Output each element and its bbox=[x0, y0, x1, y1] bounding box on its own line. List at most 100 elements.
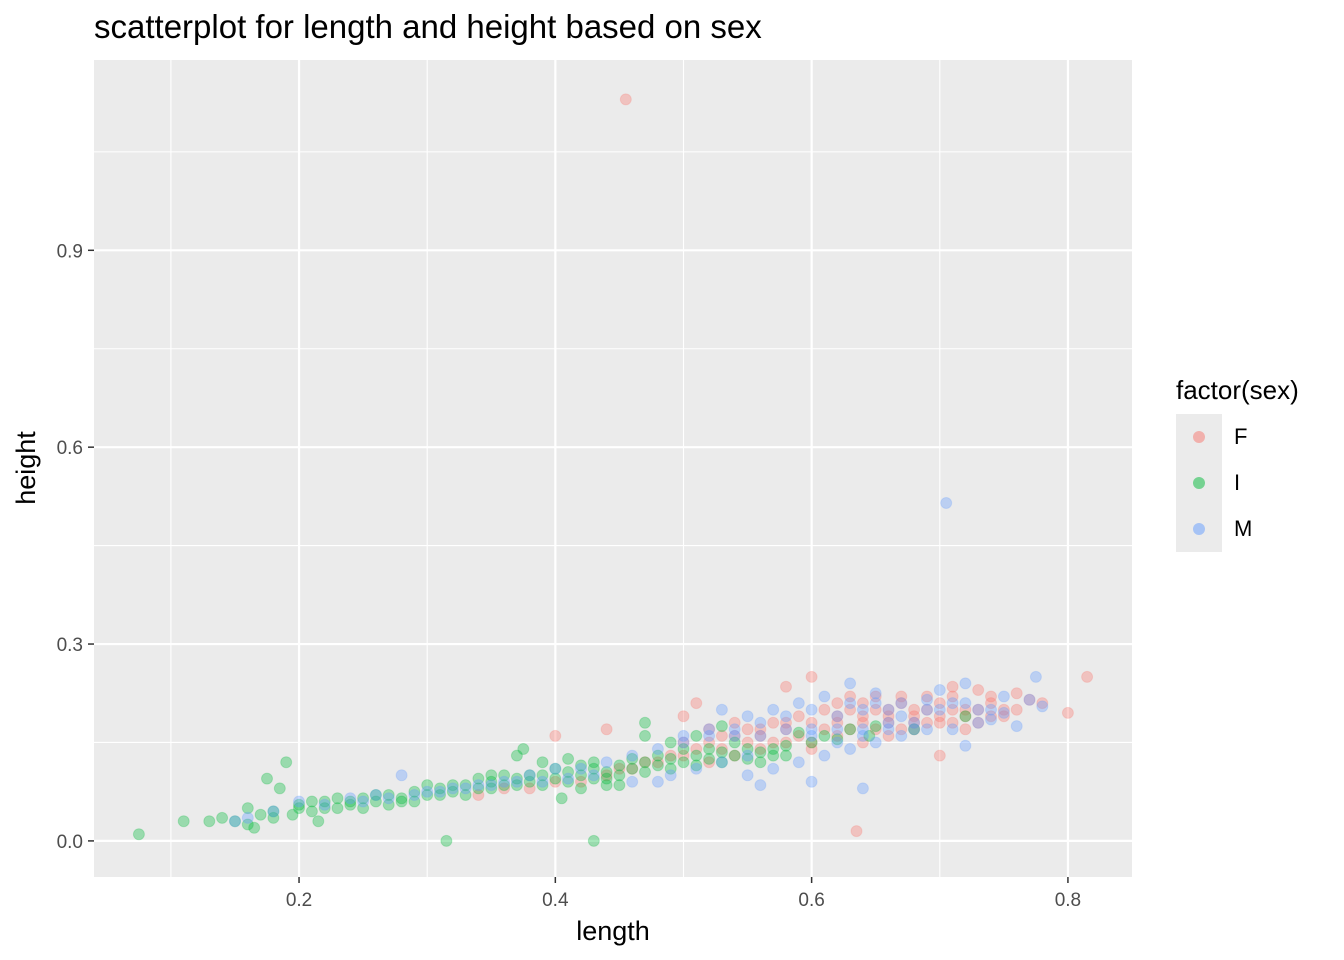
data-point-f bbox=[959, 710, 972, 723]
data-point-f bbox=[844, 703, 857, 716]
data-point-i bbox=[216, 811, 229, 824]
data-point-i bbox=[575, 769, 587, 782]
data-point-m bbox=[805, 723, 818, 736]
data-point-f bbox=[831, 729, 844, 742]
data-point-f bbox=[613, 762, 626, 775]
data-point-i bbox=[651, 759, 664, 772]
data-point-f bbox=[908, 723, 921, 736]
data-point-i bbox=[459, 789, 472, 801]
data-point-m bbox=[395, 769, 408, 782]
data-point-f bbox=[985, 690, 997, 703]
data-point-m bbox=[792, 697, 805, 710]
data-point-i bbox=[562, 766, 575, 778]
data-point-i bbox=[305, 795, 318, 808]
data-point-m bbox=[600, 756, 613, 769]
data-point-m bbox=[972, 703, 985, 716]
data-point-f bbox=[895, 690, 908, 703]
data-point-i bbox=[959, 710, 972, 723]
data-point-i bbox=[421, 779, 434, 792]
data-point-f bbox=[805, 743, 818, 755]
data-point-m bbox=[882, 716, 895, 729]
data-point-i bbox=[549, 762, 562, 775]
data-point-m bbox=[408, 789, 421, 801]
plot-panel bbox=[94, 60, 1132, 877]
data-point-f bbox=[715, 729, 728, 742]
data-point-i bbox=[395, 795, 408, 808]
points-layer bbox=[132, 93, 1094, 847]
data-point-i bbox=[805, 736, 818, 749]
data-point-m bbox=[741, 769, 754, 782]
data-point-m bbox=[972, 716, 985, 729]
data-point-m bbox=[510, 775, 523, 788]
legend-key-m bbox=[1176, 506, 1222, 552]
data-point-m bbox=[1023, 693, 1036, 706]
data-point-m bbox=[805, 775, 818, 788]
data-point-m bbox=[985, 703, 997, 716]
legend-entry-f: F bbox=[1176, 414, 1299, 460]
data-point-f bbox=[831, 710, 844, 723]
data-point-f bbox=[767, 736, 780, 749]
data-point-m bbox=[844, 677, 857, 690]
data-point-m bbox=[446, 782, 459, 795]
data-point-i bbox=[677, 756, 690, 769]
data-point-i bbox=[369, 795, 382, 808]
data-point-f bbox=[677, 736, 690, 749]
data-point-f bbox=[780, 736, 792, 749]
data-point-i bbox=[562, 752, 575, 765]
y-tick-label: 0.3 bbox=[57, 635, 83, 656]
data-point-m bbox=[908, 716, 921, 729]
data-point-i bbox=[613, 759, 626, 772]
data-point-i bbox=[600, 766, 613, 778]
data-point-i bbox=[510, 749, 523, 762]
data-point-i bbox=[651, 749, 664, 762]
data-point-f bbox=[946, 703, 959, 716]
data-point-i bbox=[472, 772, 485, 785]
grid-major bbox=[94, 60, 1132, 877]
data-point-i bbox=[562, 775, 575, 788]
data-point-i bbox=[485, 775, 498, 788]
data-point-m bbox=[792, 756, 805, 769]
y-tick-label: 0.9 bbox=[57, 241, 83, 262]
data-point-i bbox=[523, 769, 536, 782]
data-point-i bbox=[555, 792, 568, 805]
data-point-f bbox=[959, 703, 972, 716]
y-tick-label: 0.6 bbox=[57, 438, 83, 459]
chart-title: scatterplot for length and height based … bbox=[94, 8, 762, 45]
data-point-f bbox=[498, 782, 511, 795]
data-point-m bbox=[754, 729, 767, 742]
series-i bbox=[132, 710, 972, 847]
data-point-f bbox=[933, 716, 946, 729]
data-point-i bbox=[510, 772, 523, 785]
data-point-m bbox=[921, 693, 933, 706]
data-point-f bbox=[856, 716, 869, 729]
data-point-f bbox=[921, 703, 933, 716]
data-point-i bbox=[703, 743, 716, 755]
data-point-f bbox=[997, 710, 1010, 723]
data-point-f bbox=[933, 697, 946, 710]
data-point-i bbox=[229, 815, 241, 828]
data-point-i bbox=[254, 808, 267, 821]
data-point-i bbox=[536, 779, 549, 792]
data-point-i bbox=[440, 834, 453, 847]
data-point-f bbox=[690, 743, 703, 755]
data-point-i bbox=[767, 749, 780, 762]
data-point-m bbox=[715, 756, 728, 769]
data-point-f bbox=[933, 710, 946, 723]
data-point-f bbox=[831, 697, 844, 710]
data-point-i bbox=[510, 779, 523, 792]
data-point-i bbox=[273, 782, 286, 795]
data-point-m bbox=[895, 729, 908, 742]
data-point-i bbox=[715, 756, 728, 769]
data-point-f bbox=[728, 729, 741, 742]
data-point-m bbox=[946, 697, 959, 710]
data-point-m bbox=[921, 723, 933, 736]
data-point-i bbox=[664, 736, 677, 749]
data-point-m bbox=[856, 703, 869, 716]
data-point-i bbox=[395, 792, 408, 805]
data-point-f bbox=[626, 762, 639, 775]
data-point-m bbox=[523, 769, 536, 782]
data-point-m bbox=[767, 703, 780, 716]
data-point-i bbox=[408, 785, 421, 798]
data-point-f bbox=[677, 710, 690, 723]
data-point-i bbox=[536, 769, 549, 782]
